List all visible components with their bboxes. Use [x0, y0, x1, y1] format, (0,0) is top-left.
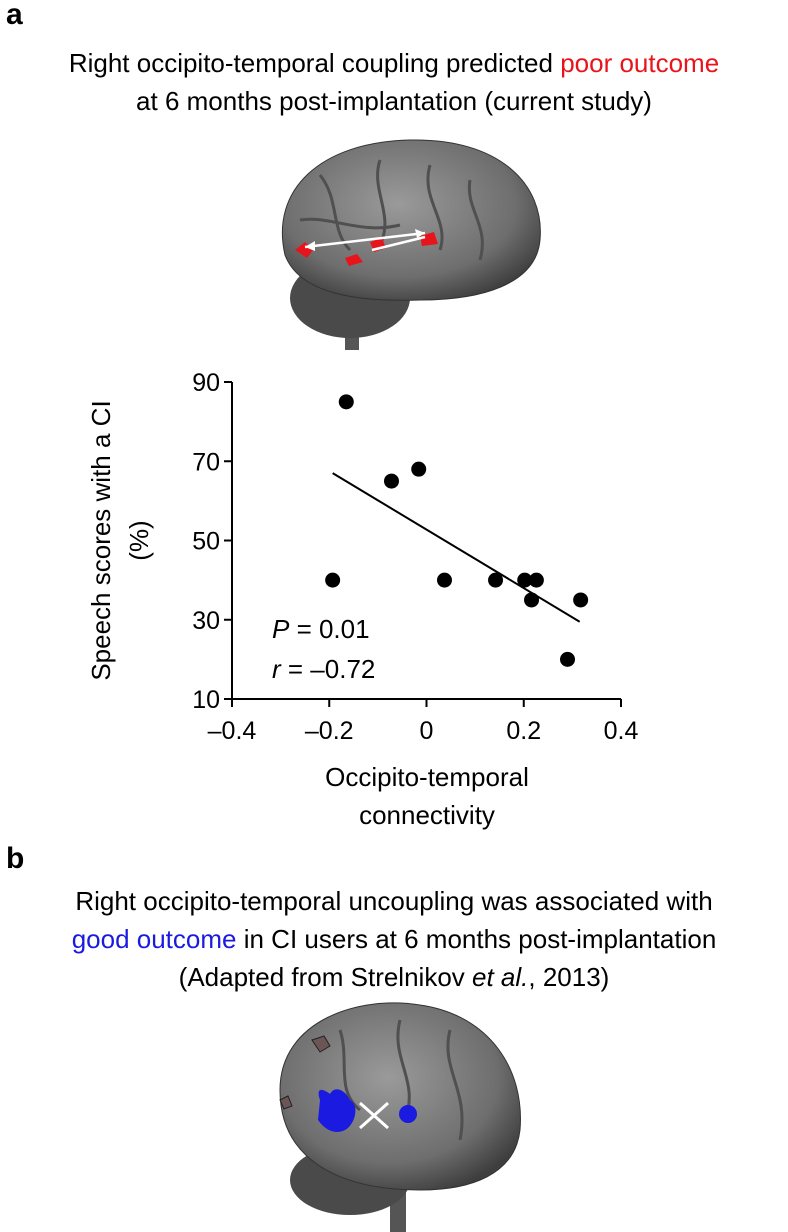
- y-axis-label: (%): [124, 520, 154, 560]
- scatter-point: [560, 651, 576, 667]
- scatter-point: [338, 394, 354, 410]
- panel-title: (Adapted from Strelnikov et al., 2013): [179, 962, 610, 992]
- panel-title: Right occipito-temporal uncoupling was a…: [75, 886, 712, 916]
- y-tick-label: 10: [192, 686, 220, 714]
- x-tick-label: 0.4: [604, 717, 639, 745]
- scatter-point: [573, 592, 589, 608]
- text-segment: r: [272, 654, 282, 684]
- x-axis-label: Occipito-temporal: [325, 762, 529, 792]
- text-segment: Right occipito-temporal coupling predict…: [69, 48, 560, 78]
- scatter-point: [383, 473, 399, 489]
- y-tick-label: 90: [192, 369, 220, 397]
- panel-label: a: [6, 0, 23, 31]
- text-segment: in CI users at 6 months post-implantatio…: [237, 924, 717, 954]
- scatter-point: [528, 572, 544, 588]
- fit-line: [332, 472, 581, 623]
- scatter-point: [488, 572, 504, 588]
- brain-image-a: [281, 139, 541, 350]
- y-tick-label: 70: [192, 448, 220, 476]
- text-segment: good outcome: [72, 924, 237, 954]
- y-tick-label: 50: [192, 528, 220, 556]
- panel-label: b: [6, 842, 24, 875]
- stat-annotation: r = –0.72: [272, 654, 375, 684]
- brain-image-b: [279, 1002, 521, 1232]
- scatter-point: [436, 572, 452, 588]
- text-segment: , 2013): [528, 962, 609, 992]
- text-segment: = –0.72: [281, 654, 376, 684]
- text-segment: P: [272, 614, 290, 644]
- y-tick-label: 30: [192, 607, 220, 635]
- y-axis-label: Speech scores with a CI: [86, 400, 116, 680]
- panel-title: good outcome in CI users at 6 months pos…: [72, 924, 717, 954]
- stat-annotation: P = 0.01: [272, 614, 370, 644]
- scatter-point: [411, 461, 427, 477]
- text-segment: Right occipito-temporal uncoupling was a…: [75, 886, 712, 916]
- scatter-point: [325, 572, 341, 588]
- scatter-point: [517, 572, 533, 588]
- x-tick-label: –0.4: [208, 717, 257, 745]
- x-tick-label: 0.2: [506, 717, 541, 745]
- x-tick-label: –0.2: [305, 717, 354, 745]
- panel-title: Right occipito-temporal coupling predict…: [69, 48, 719, 78]
- x-tick-label: 0: [420, 717, 434, 745]
- panel-title: at 6 months post-implantation (current s…: [136, 86, 652, 116]
- text-segment: (Adapted from Strelnikov: [179, 962, 472, 992]
- text-segment: poor outcome: [560, 48, 719, 78]
- text-segment: et al.: [472, 962, 528, 992]
- scatter-point: [524, 592, 540, 608]
- text-segment: at 6 months post-implantation (current s…: [136, 86, 652, 116]
- text-segment: = 0.01: [289, 614, 369, 644]
- x-axis-label: connectivity: [359, 800, 495, 830]
